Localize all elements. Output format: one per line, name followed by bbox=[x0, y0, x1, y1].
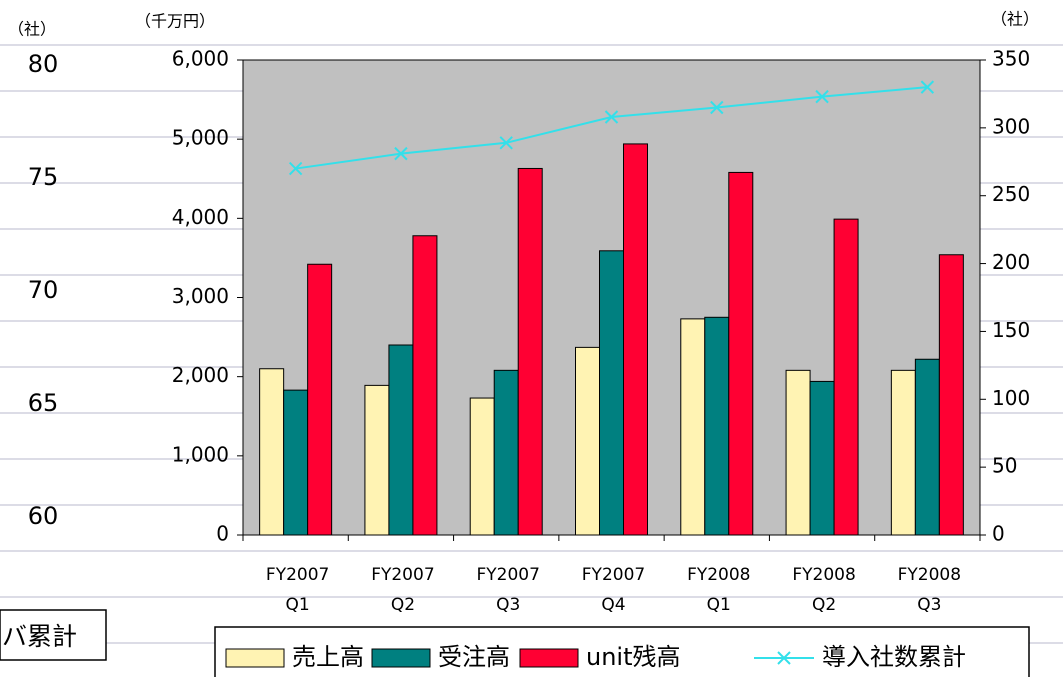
bar bbox=[283, 389, 309, 536]
x-tick-label: Q4 bbox=[601, 595, 625, 615]
x-tick-label: FY2007 bbox=[582, 565, 645, 585]
bar bbox=[307, 263, 333, 536]
y-tick-label: 6,000 bbox=[172, 47, 229, 71]
stray-legend-text: バ累計 bbox=[2, 622, 77, 651]
y-tick-label: 4,000 bbox=[172, 205, 229, 229]
stray-tick-label: 65 bbox=[28, 389, 59, 417]
stray-tick-label: 60 bbox=[28, 502, 59, 530]
x-tick-label: FY2007 bbox=[476, 565, 539, 585]
x-tick-label: FY2007 bbox=[266, 565, 329, 585]
y2-tick-label: 0 bbox=[992, 522, 1005, 546]
bar bbox=[469, 397, 495, 536]
legend-swatch bbox=[225, 648, 285, 668]
legend-label: 受注高 bbox=[438, 643, 510, 671]
y2-tick-label: 150 bbox=[992, 318, 1030, 342]
legend-box bbox=[214, 626, 1030, 677]
y-tick-label: 5,000 bbox=[172, 126, 229, 150]
marker bbox=[288, 161, 303, 176]
x-tick-label: Q1 bbox=[707, 595, 731, 615]
marker bbox=[394, 146, 408, 161]
stray-tick-label: 70 bbox=[28, 276, 59, 304]
x-tick-label: FY2008 bbox=[687, 565, 750, 585]
x-tick-label: Q1 bbox=[286, 595, 310, 615]
bar bbox=[785, 369, 811, 536]
y-tick-label: 2,000 bbox=[172, 363, 229, 387]
x-tick-label: FY2008 bbox=[792, 565, 855, 585]
bar bbox=[680, 318, 706, 536]
stray-tick-label: 75 bbox=[28, 163, 59, 191]
legend-label: 売上高 bbox=[292, 643, 364, 671]
marker bbox=[499, 136, 513, 150]
x-tick-label: Q2 bbox=[812, 595, 836, 615]
bar bbox=[412, 235, 438, 536]
bar bbox=[623, 143, 648, 536]
y-tick-label: 3,000 bbox=[172, 284, 229, 308]
bar bbox=[704, 316, 730, 536]
legend-swatch bbox=[371, 648, 431, 668]
bar bbox=[575, 346, 600, 536]
legend-marker bbox=[777, 651, 791, 665]
x-tick-label: Q3 bbox=[917, 595, 941, 615]
bar bbox=[599, 250, 624, 536]
legend-swatch bbox=[519, 648, 579, 668]
y-axis-label: （千万円） bbox=[135, 12, 215, 31]
y2-tick-label: 50 bbox=[992, 454, 1017, 478]
bar bbox=[388, 344, 414, 536]
bar bbox=[728, 171, 754, 536]
bar bbox=[809, 380, 835, 536]
bar bbox=[517, 167, 543, 536]
y2-tick-label: 250 bbox=[992, 182, 1030, 206]
marker bbox=[920, 80, 935, 94]
y-tick-label: 0 bbox=[216, 522, 229, 546]
stray-axis-label: （社） bbox=[8, 20, 56, 39]
legend-label: unit残高 bbox=[586, 643, 681, 671]
y-tick-label: 1,000 bbox=[172, 442, 229, 466]
bar bbox=[364, 384, 390, 536]
y2-axis-label: （社） bbox=[991, 10, 1039, 29]
bar bbox=[833, 218, 859, 536]
legend-label: 導入社数累計 bbox=[822, 643, 966, 671]
x-tick-label: Q3 bbox=[496, 595, 520, 615]
x-tick-label: FY2008 bbox=[898, 565, 961, 585]
bar bbox=[259, 368, 285, 536]
bar bbox=[493, 369, 519, 536]
marker bbox=[604, 110, 619, 124]
bar bbox=[938, 254, 964, 536]
x-tick-label: FY2007 bbox=[371, 565, 434, 585]
y2-tick-label: 300 bbox=[992, 114, 1030, 138]
marker bbox=[815, 89, 829, 104]
marker bbox=[710, 100, 724, 115]
y2-tick-label: 100 bbox=[992, 386, 1030, 410]
x-tick-label: Q2 bbox=[391, 595, 415, 615]
y2-tick-label: 350 bbox=[992, 47, 1030, 71]
bar bbox=[890, 369, 916, 536]
bar bbox=[914, 358, 940, 536]
stray-legend-box bbox=[0, 609, 107, 661]
y2-tick-label: 200 bbox=[992, 250, 1030, 274]
stray-tick-label: 80 bbox=[28, 50, 59, 78]
